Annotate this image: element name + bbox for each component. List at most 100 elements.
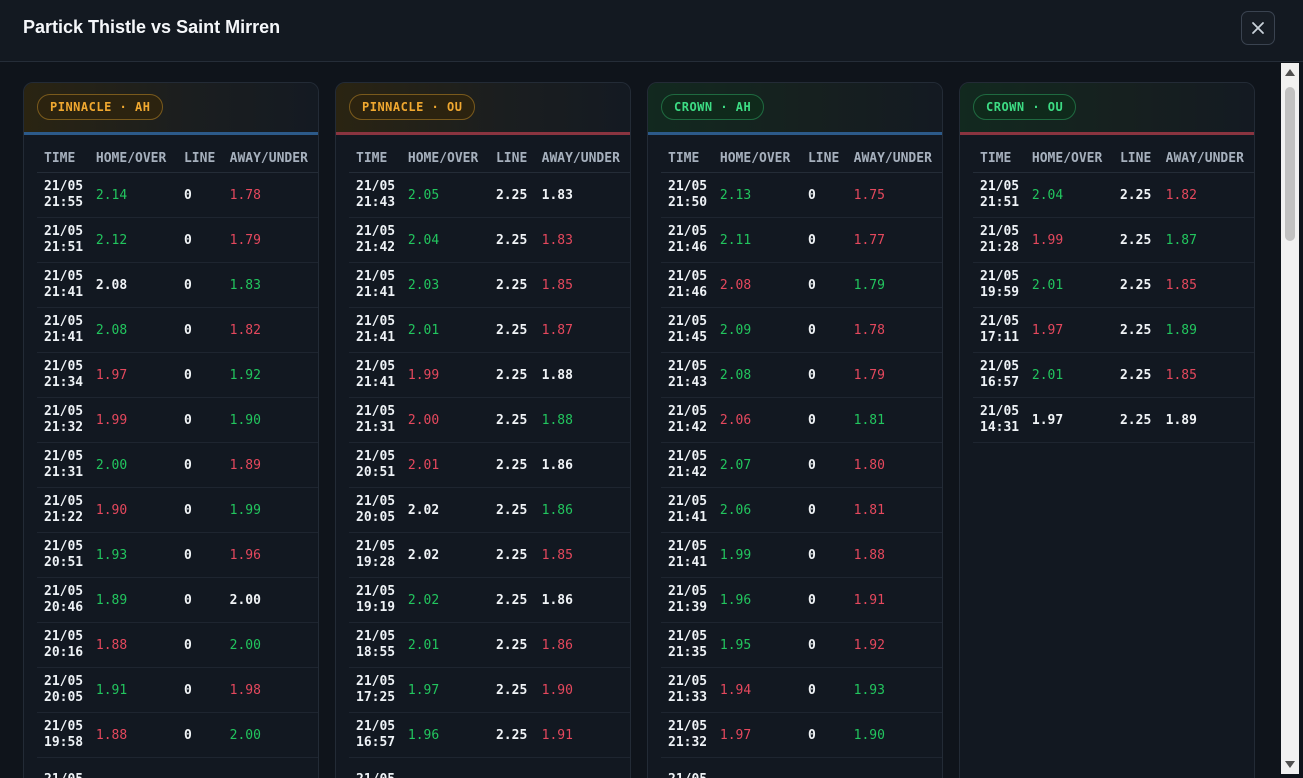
table-row: 21/05 19:58 1.88 0 2.00 (37, 712, 318, 758)
table-row: 21/05 21:41 2.03 2.25 1.85 (349, 262, 630, 308)
bookmaker-market-badge: PINNACLE · AH (37, 94, 164, 120)
away-under-odds: 1.88 (541, 352, 630, 398)
bookmaker-market-badge: CROWN · OU (973, 94, 1077, 120)
date-text: 21/05 (44, 314, 84, 329)
time-text: 18:55 (356, 645, 396, 660)
time-text: 21:31 (356, 420, 396, 435)
time-cell: 21/05 21:41 (349, 307, 408, 353)
away-under-odds: 1.88 (853, 532, 942, 578)
away-under-odds: 1.85 (541, 262, 630, 308)
home-over-odds: 1.97 (1031, 307, 1120, 353)
line-value: 2.25 (495, 577, 542, 623)
line-value: 2.25 (1119, 262, 1166, 308)
time-cell: 21/05 21:51 (973, 172, 1032, 218)
time-cell: 21/05 21:43 (349, 172, 408, 218)
scroll-down-icon[interactable] (1285, 761, 1295, 768)
odds-panel-crown-ah: CROWN · AH TIME HOME/OVER LINE AWAY/UNDER 21/… (647, 82, 943, 778)
time-cell: 21/05 21:39 (661, 577, 720, 623)
scroll-up-icon[interactable] (1285, 69, 1295, 76)
column-header-line: LINE (1119, 145, 1166, 173)
line-value: 2.25 (1119, 397, 1166, 443)
time-text: 20:16 (44, 645, 84, 660)
home-over-odds: 1.97 (1031, 397, 1120, 443)
date-text: 21/05 (668, 224, 708, 239)
time-text: 21:31 (44, 465, 84, 480)
time-text: 21:41 (356, 285, 396, 300)
table-row: 21/05 21:33 1.94 0 1.93 (661, 667, 942, 713)
away-under-odds: 1.91 (853, 577, 942, 623)
modal-title: Partick Thistle vs Saint Mirren (23, 17, 281, 37)
time-text: 21:46 (668, 240, 708, 255)
away-under-odds: 1.77 (853, 217, 942, 263)
column-header-away: AWAY/UNDER (541, 145, 630, 173)
away-under-odds: 1.86 (541, 487, 630, 533)
away-under-odds: 1.79 (229, 217, 318, 263)
table-row: 21/05 21:41 2.01 2.25 1.87 (349, 307, 630, 353)
scroll-thumb[interactable] (1285, 87, 1295, 241)
time-cell: 21/05 21:41 (661, 487, 720, 533)
home-over-odds: 2.02 (407, 577, 496, 623)
time-text: 21:41 (668, 555, 708, 570)
time-cell: 21/05 21:42 (349, 217, 408, 263)
time-text: 16:57 (980, 375, 1020, 390)
table-row: 21/05 21:34 1.97 0 1.92 (37, 352, 318, 398)
away-under-odds: 1.81 (853, 487, 942, 533)
home-over-odds: 1.90 (95, 487, 184, 533)
odds-table: TIME HOME/OVER LINE AWAY/UNDER 21/05 21:50 2.1… (661, 145, 942, 778)
away-under-odds: 1.90 (541, 667, 630, 713)
line-value: 2.25 (1119, 352, 1166, 398)
time-cell: 21/05 21:51 (37, 217, 96, 263)
column-header-time: TIME (37, 145, 96, 173)
away-under-odds: 1.98 (229, 667, 318, 713)
date-text: 21/05 (980, 404, 1020, 419)
close-button[interactable] (1241, 11, 1275, 45)
home-over-odds: 2.07 (719, 442, 808, 488)
home-over-odds: 2.11 (719, 217, 808, 263)
date-text: 21/05 (44, 269, 84, 284)
table-row: 21/05 17:11 1.97 2.25 1.89 (973, 307, 1254, 353)
away-under-odds: 1.79 (853, 352, 942, 398)
line-value: 2.25 (495, 622, 542, 668)
time-text: 21:51 (980, 195, 1020, 210)
column-header-away: AWAY/UNDER (1165, 145, 1254, 173)
away-under-odds: 2.00 (229, 622, 318, 668)
table-row: 21/05 20:46 1.89 0 2.00 (37, 577, 318, 623)
away-under-odds: 1.86 (541, 622, 630, 668)
date-text: 21/05 (980, 179, 1020, 194)
line-value: 0 (183, 307, 230, 353)
date-text: 21/05 (44, 772, 96, 778)
time-text: 19:59 (980, 285, 1020, 300)
date-text: 21/05 (44, 179, 84, 194)
time-cell: 21/05 21:31 (37, 442, 96, 488)
date-text: 21/05 (356, 269, 396, 284)
date-text: 21/05 (668, 629, 708, 644)
time-cell: 21/05 21:41 (661, 532, 720, 578)
line-value: 2.25 (495, 397, 542, 443)
line-value: 0 (183, 397, 230, 443)
table-row: 21/05 19:28 2.02 2.25 1.85 (349, 532, 630, 578)
table-row: 21/05 21:31 2.00 0 1.89 (37, 442, 318, 488)
home-over-odds (407, 757, 496, 778)
table-row: 21/05 21:42 2.04 2.25 1.83 (349, 217, 630, 263)
time-text: 21:41 (44, 285, 84, 300)
time-text: 21:41 (356, 375, 396, 390)
away-under-odds: 1.78 (853, 307, 942, 353)
time-text: 19:58 (44, 735, 84, 750)
away-under-odds: 1.83 (541, 172, 630, 218)
time-cell: 21/05 21:31 (349, 397, 408, 443)
date-text: 21/05 (668, 772, 720, 778)
date-text: 21/05 (356, 674, 396, 689)
table-row: 21/05 21:42 2.07 0 1.80 (661, 442, 942, 488)
date-text: 21/05 (44, 224, 84, 239)
odds-panels-area[interactable]: PINNACLE · AH TIME HOME/OVER LINE AWAY/UNDER… (0, 63, 1280, 778)
time-text: 21:41 (356, 330, 396, 345)
away-under-odds: 1.80 (853, 442, 942, 488)
home-over-odds: 1.97 (719, 712, 808, 758)
table-row: 21/05 20:51 2.01 2.25 1.86 (349, 442, 630, 488)
table-row: 21/05 21:31 2.00 2.25 1.88 (349, 397, 630, 443)
table-row: 21/05 (661, 757, 942, 778)
scrollbar[interactable] (1281, 63, 1299, 774)
time-cell: 21/05 21:50 (661, 172, 720, 218)
line-value: 2.25 (495, 262, 542, 308)
table-row: 21/05 20:16 1.88 0 2.00 (37, 622, 318, 668)
